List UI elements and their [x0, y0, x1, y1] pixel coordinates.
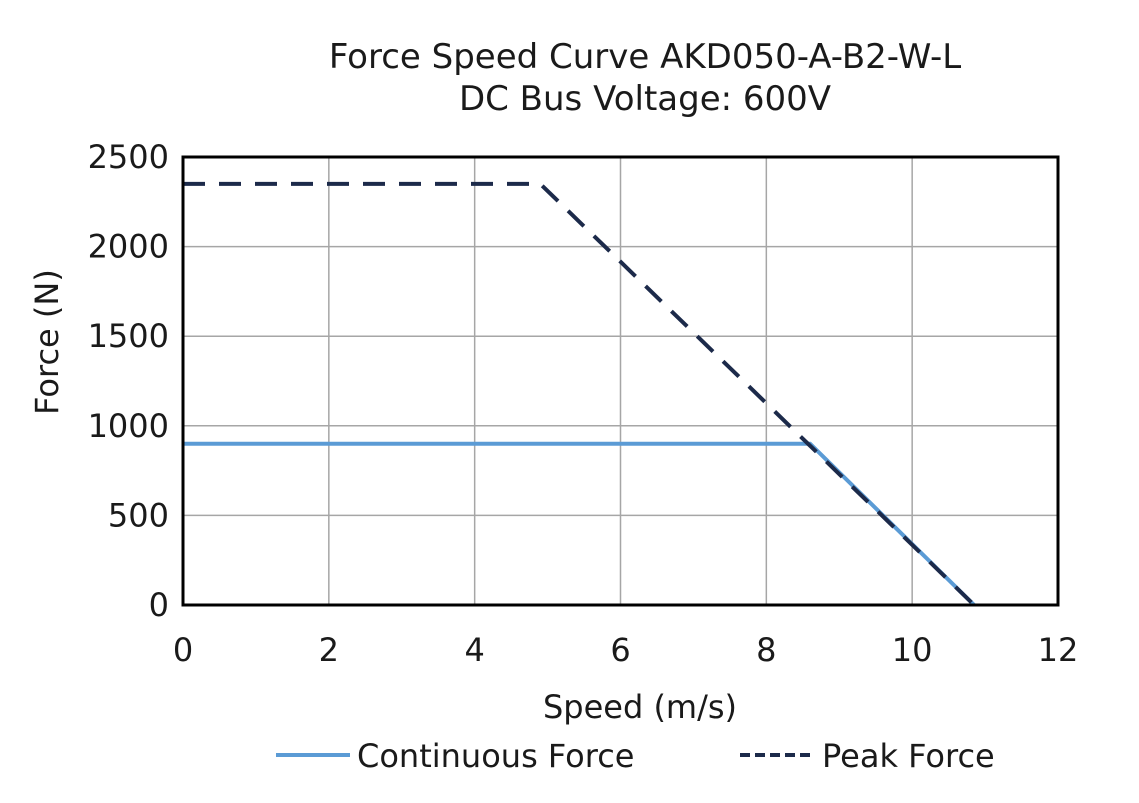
- y-tick-label: 500: [108, 496, 169, 534]
- y-axis-label: Force (N): [28, 269, 66, 415]
- continuous-force-line: [183, 441, 976, 607]
- x-tick-label: 0: [173, 631, 193, 669]
- legend: Continuous Force Peak Force: [276, 737, 995, 775]
- chart-subtitle: DC Bus Voltage: 600V: [459, 79, 831, 119]
- grid-lines: [182, 156, 1059, 606]
- x-tick-label: 6: [610, 631, 630, 669]
- legend-peak-label: Peak Force: [822, 737, 995, 775]
- x-tick-label: 10: [892, 631, 933, 669]
- x-tick-label: 2: [319, 631, 339, 669]
- x-tick-label: 4: [464, 631, 484, 669]
- x-tick-labels: 0 2 4 6 8 10 12: [173, 631, 1079, 669]
- chart-title: Force Speed Curve AKD050-A-B2-W-L: [329, 37, 961, 77]
- x-tick-label: 12: [1038, 631, 1079, 669]
- y-tick-label: 2000: [88, 228, 169, 266]
- y-tick-labels: 0 500 1000 1500 2000 2500: [88, 138, 169, 624]
- y-tick-label: 0: [149, 586, 169, 624]
- peak-force-line: [183, 181, 976, 607]
- plot-frame: [181, 155, 1060, 607]
- x-tick-label: 8: [756, 631, 776, 669]
- series-layer: [183, 181, 976, 607]
- legend-continuous-label: Continuous Force: [357, 737, 634, 775]
- y-tick-label: 1000: [88, 407, 169, 445]
- x-axis-label: Speed (m/s): [543, 688, 737, 726]
- y-tick-label: 2500: [88, 138, 169, 176]
- y-tick-label: 1500: [88, 317, 169, 355]
